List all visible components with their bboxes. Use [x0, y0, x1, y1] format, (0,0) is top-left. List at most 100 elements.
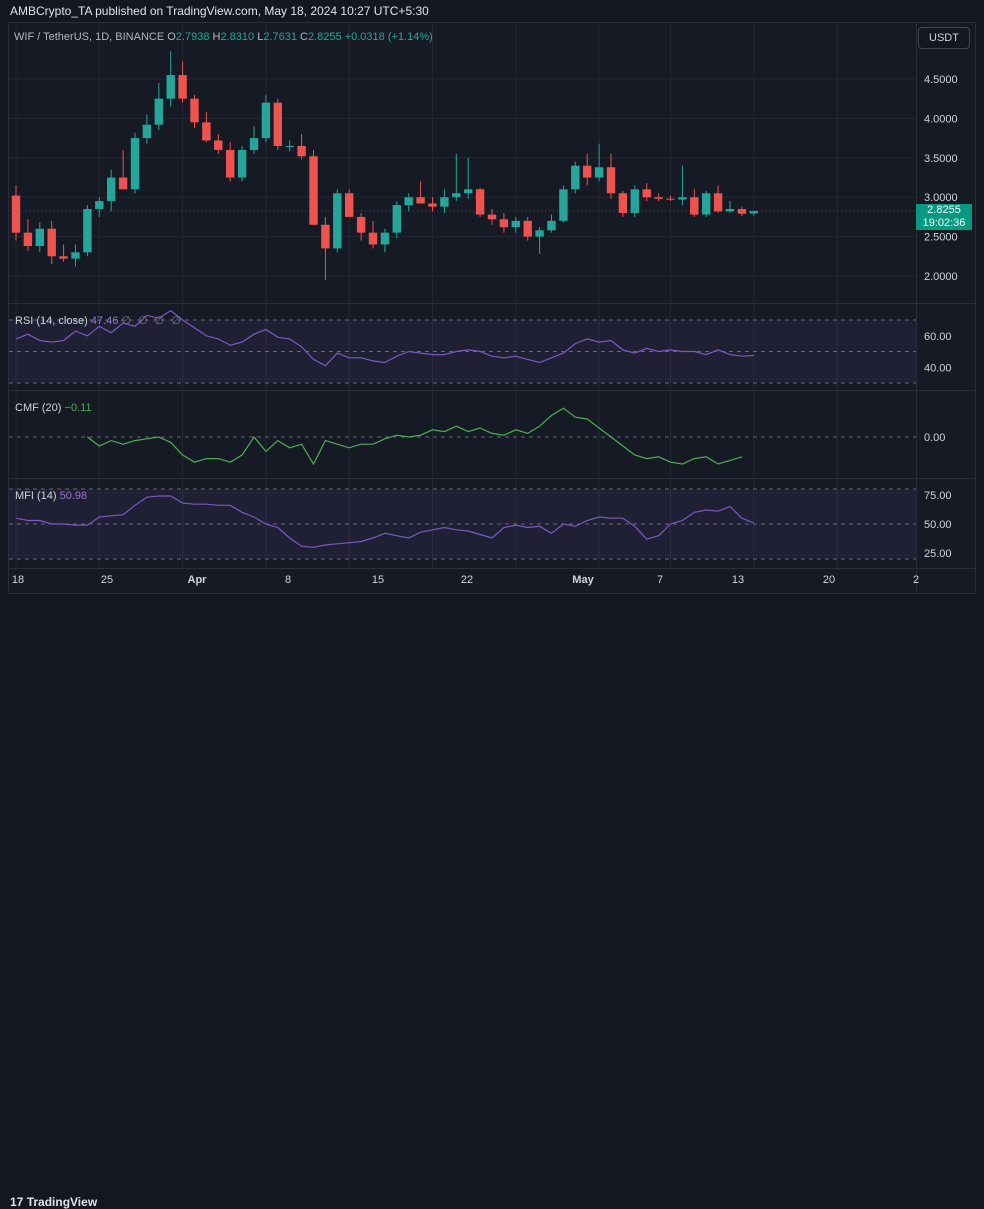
price-tick-label: 2.5000 [924, 232, 958, 244]
open-label: O [167, 31, 176, 43]
candle-body [214, 140, 223, 150]
candle-body [23, 232, 33, 247]
cmf-legend: CMF (20) −0.11 [15, 402, 92, 414]
candle-body [749, 210, 758, 214]
candle-body [511, 220, 520, 228]
candle-body [416, 197, 425, 204]
indicator-line [15, 495, 755, 548]
mfi-legend: MFI (14) 50.98 [15, 490, 87, 502]
candle-body [464, 189, 473, 194]
candle-body [571, 165, 580, 190]
time-tick-label: 18 [12, 574, 24, 586]
price-tick-label: 2.0000 [924, 271, 958, 283]
tv-icon: 17 [10, 1195, 27, 1209]
indicator-tick-label: 40.00 [924, 362, 952, 374]
candle-body [606, 167, 616, 194]
candle-body [309, 156, 318, 225]
candle-body [487, 214, 497, 220]
candle-body [547, 220, 556, 231]
time-tick-label: 15 [372, 574, 384, 586]
last-price-tag: 2.8255 19:02:36 [916, 204, 972, 230]
close-value: 2.8255 [307, 31, 342, 43]
candle-body [594, 167, 604, 178]
candle-body [630, 189, 639, 213]
cmf-title: CMF (20) [15, 402, 62, 414]
time-tick-label: 8 [285, 574, 291, 586]
time-tick-label: 7 [657, 574, 663, 586]
indicator-line [15, 309, 754, 367]
indicator-tick-label: 75.00 [924, 490, 952, 502]
candle-body [428, 203, 437, 207]
time-tick-label: Apr [188, 574, 208, 586]
candle-body [452, 193, 461, 198]
candle-body [71, 252, 80, 259]
bar-countdown: 19:02:36 [922, 217, 966, 229]
chart-frame [8, 22, 976, 594]
indicator-tick-label: 25.00 [924, 548, 952, 560]
last-price-value: 2.8255 [927, 204, 961, 216]
price-tick-label: 4.5000 [924, 74, 958, 86]
currency-button[interactable]: USDT [918, 27, 970, 49]
candle-body [333, 193, 342, 249]
price-tick-label: 3.0000 [924, 192, 958, 204]
rsi-extra-values: ∅ ∅ ∅ ∅ [121, 315, 183, 327]
time-tick-label: 20 [823, 574, 835, 586]
time-tick-label: 22 [461, 574, 473, 586]
high-label: H [212, 31, 221, 43]
high-value: 2.8310 [220, 31, 255, 43]
candle-body [404, 197, 413, 206]
indicator-line [87, 407, 743, 466]
candle-body [368, 232, 378, 245]
time-tick-label: 13 [732, 574, 744, 586]
candle-body [392, 205, 401, 233]
candle-body [475, 189, 485, 215]
candle-body [95, 201, 104, 210]
candle-body [345, 193, 354, 217]
time-tick-label: May [572, 574, 594, 586]
candle-body [130, 138, 140, 190]
candle-body [142, 124, 152, 139]
footer-bar: 17 TradingView [0, 596, 984, 1209]
symbol-legend: WIF / TetherUS, 1D, BINANCE O2.7938 H2.8… [14, 31, 433, 43]
rsi-value: 47.46 [90, 315, 119, 327]
rsi-legend: RSI (14, close) 47.46 ∅ ∅ ∅ ∅ [15, 314, 183, 327]
candle-body [690, 197, 699, 215]
candle-body [83, 209, 92, 253]
candle-body [654, 197, 663, 199]
chart-canvas[interactable]: 2.0000 2.5000 3.0000 3.5000 4.0000 4.5000 40.0… [0, 0, 984, 621]
open-value: 2.7938 [175, 31, 210, 43]
indicator-tick-label: 0.00 [924, 432, 945, 444]
candle-body [11, 195, 21, 233]
candle-body [297, 145, 306, 157]
candle-body [440, 197, 449, 207]
candle-body [273, 102, 282, 146]
mfi-value: 50.98 [59, 490, 88, 502]
close-label: C [300, 31, 308, 43]
candle-body [642, 189, 651, 198]
indicator-tick-label: 60.00 [924, 331, 952, 343]
cmf-value: −0.11 [64, 402, 92, 414]
candle-body [583, 165, 592, 178]
publish-bar: AMBCrypto_TA published on TradingView.co… [0, 0, 984, 22]
candle-body [725, 209, 735, 212]
candle-body [713, 193, 723, 212]
published-info: AMBCrypto_TA published on TradingView.co… [10, 4, 429, 18]
brand-name: TradingView [26, 1195, 98, 1209]
low-label: L [257, 31, 264, 43]
symbol-title: WIF / TetherUS, 1D, BINANCE [14, 31, 165, 43]
candle-body [166, 75, 175, 99]
candle-body [356, 216, 366, 233]
candle-body [321, 224, 330, 249]
candle-body [202, 122, 211, 141]
candle-body [499, 219, 509, 228]
low-value: 2.7631 [263, 31, 297, 43]
candle-body [523, 220, 532, 237]
change-value: +0.0318 (+1.14%) [344, 31, 433, 43]
candle-body [190, 98, 199, 123]
candle-body [285, 145, 294, 147]
candle-body [237, 149, 247, 178]
candle-body [226, 149, 235, 178]
tradingview-logo[interactable]: 17 TradingView [10, 1195, 97, 1209]
candle-body [559, 189, 568, 221]
